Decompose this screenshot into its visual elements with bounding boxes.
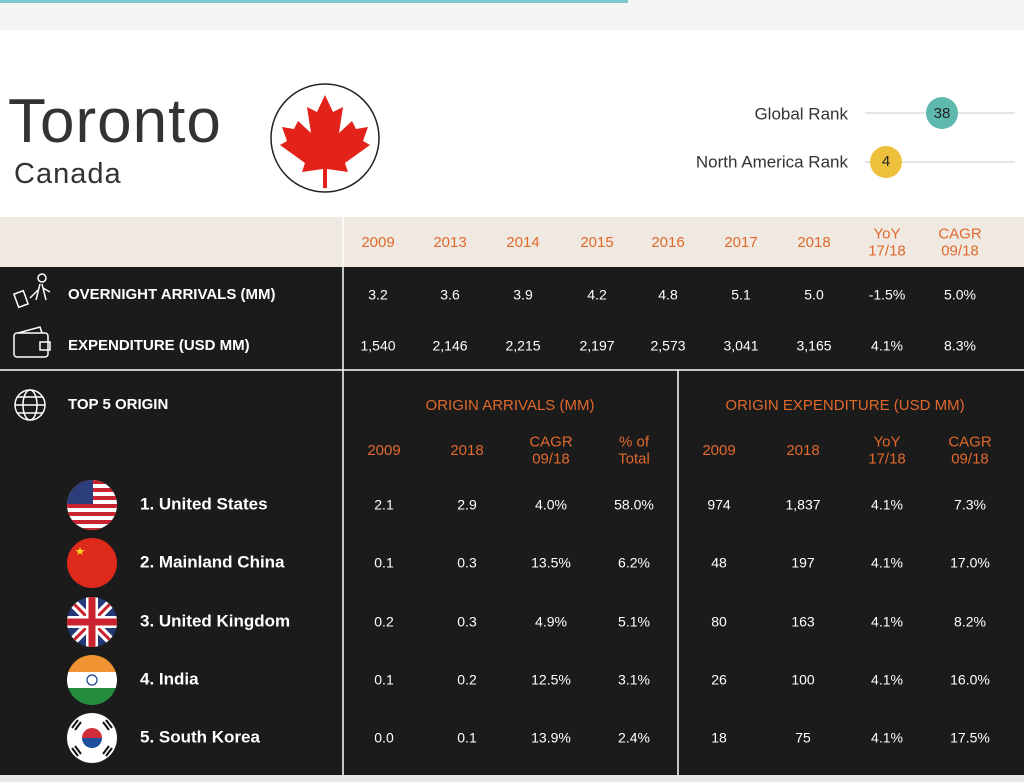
column-header: 2009 bbox=[367, 441, 401, 459]
section-title: TOP 5 ORIGIN bbox=[68, 395, 169, 413]
column-header: 2014 bbox=[506, 233, 540, 251]
cell: 4.1% bbox=[871, 337, 903, 354]
cell: 0.1 bbox=[457, 729, 477, 746]
cell: 197 bbox=[791, 554, 815, 571]
country-name: 3. United Kingdom bbox=[140, 611, 291, 631]
cell: 17.5% bbox=[950, 729, 990, 746]
cell: 4.8 bbox=[658, 286, 678, 303]
cell: 0.0 bbox=[374, 729, 394, 746]
city-title: Toronto bbox=[8, 86, 222, 156]
cell: 0.1 bbox=[374, 554, 394, 571]
cell: 4.1% bbox=[871, 496, 903, 513]
group-title: ORIGIN ARRIVALS (MM) bbox=[425, 396, 595, 414]
cell: 75 bbox=[795, 729, 811, 746]
column-header: YoY 17/18 bbox=[868, 225, 906, 259]
cell: 5.0 bbox=[804, 286, 824, 303]
cell: 0.1 bbox=[374, 671, 394, 688]
column-header: 2009 bbox=[361, 233, 395, 251]
cell: 26 bbox=[711, 671, 727, 688]
cell: 4.1% bbox=[871, 554, 903, 571]
column-header: CAGR 09/18 bbox=[948, 433, 992, 467]
cell: 4.9% bbox=[535, 613, 567, 630]
cell: 4.1% bbox=[871, 671, 903, 688]
cell: 100 bbox=[791, 671, 815, 688]
cell: 8.3% bbox=[944, 337, 976, 354]
column-header: 2018 bbox=[786, 441, 820, 459]
cell: 2,573 bbox=[650, 337, 686, 354]
cell: 58.0% bbox=[614, 496, 654, 513]
cell: 1,540 bbox=[360, 337, 396, 354]
column-header: 2016 bbox=[651, 233, 685, 251]
cell: 4.0% bbox=[535, 496, 567, 513]
cell: 4.2 bbox=[587, 286, 607, 303]
column-header: CAGR 09/18 bbox=[529, 433, 573, 467]
cell: 0.3 bbox=[457, 554, 477, 571]
row-label: EXPENDITURE (USD MM) bbox=[68, 336, 250, 354]
cell: 16.0% bbox=[950, 671, 990, 688]
cell: 2.4% bbox=[618, 729, 650, 746]
cell: 0.2 bbox=[457, 671, 477, 688]
cell: 3.1% bbox=[618, 671, 650, 688]
cell: 163 bbox=[791, 613, 815, 630]
cell: 3.6 bbox=[440, 286, 460, 303]
cell: 1,837 bbox=[785, 496, 821, 513]
cell: 2.1 bbox=[374, 496, 394, 513]
cell: 12.5% bbox=[531, 671, 571, 688]
cell: 6.2% bbox=[618, 554, 650, 571]
cell: 7.3% bbox=[954, 496, 986, 513]
cell: 5.1 bbox=[731, 286, 751, 303]
cell: 4.1% bbox=[871, 729, 903, 746]
column-header: YoY 17/18 bbox=[868, 433, 906, 467]
cell: -1.5% bbox=[868, 286, 906, 303]
cell: 3,165 bbox=[796, 337, 832, 354]
cell: 8.2% bbox=[954, 613, 986, 630]
column-header: 2017 bbox=[724, 233, 758, 251]
cell: 2,197 bbox=[579, 337, 615, 354]
column-header: % of Total bbox=[618, 433, 650, 467]
cell: 3.2 bbox=[368, 286, 388, 303]
column-header: 2018 bbox=[450, 441, 484, 459]
column-header: 2015 bbox=[580, 233, 614, 251]
column-header: 2013 bbox=[433, 233, 467, 251]
cell: 974 bbox=[707, 496, 731, 513]
rank-value: 4 bbox=[881, 152, 891, 170]
cell: 0.2 bbox=[374, 613, 394, 630]
column-header: 2018 bbox=[797, 233, 831, 251]
column-header: 2009 bbox=[702, 441, 736, 459]
cell: 3,041 bbox=[723, 337, 759, 354]
cell: 48 bbox=[711, 554, 727, 571]
rank-value: 38 bbox=[933, 104, 951, 122]
country-name: 4. India bbox=[140, 669, 199, 689]
row-label: OVERNIGHT ARRIVALS (MM) bbox=[68, 285, 276, 303]
cell: 3.9 bbox=[513, 286, 533, 303]
cell: 5.0% bbox=[944, 286, 976, 303]
country-name: 5. South Korea bbox=[140, 727, 260, 747]
country-name: 2. Mainland China bbox=[140, 552, 285, 572]
cell: 0.3 bbox=[457, 613, 477, 630]
rank-label: Global Rank bbox=[754, 104, 848, 124]
cell: 2.9 bbox=[457, 496, 477, 513]
country-name: Canada bbox=[14, 158, 122, 191]
cell: 80 bbox=[711, 613, 727, 630]
cell: 17.0% bbox=[950, 554, 990, 571]
cell: 13.9% bbox=[531, 729, 571, 746]
cell: 2,146 bbox=[432, 337, 468, 354]
cell: 13.5% bbox=[531, 554, 571, 571]
country-name: 1. United States bbox=[140, 494, 268, 514]
rank-label: North America Rank bbox=[695, 152, 848, 172]
cell: 18 bbox=[711, 729, 727, 746]
cell: 4.1% bbox=[871, 613, 903, 630]
column-header: CAGR 09/18 bbox=[938, 225, 982, 259]
cell: 2,215 bbox=[505, 337, 541, 354]
group-title: ORIGIN EXPENDITURE (USD MM) bbox=[725, 396, 965, 414]
cell: 5.1% bbox=[618, 613, 650, 630]
